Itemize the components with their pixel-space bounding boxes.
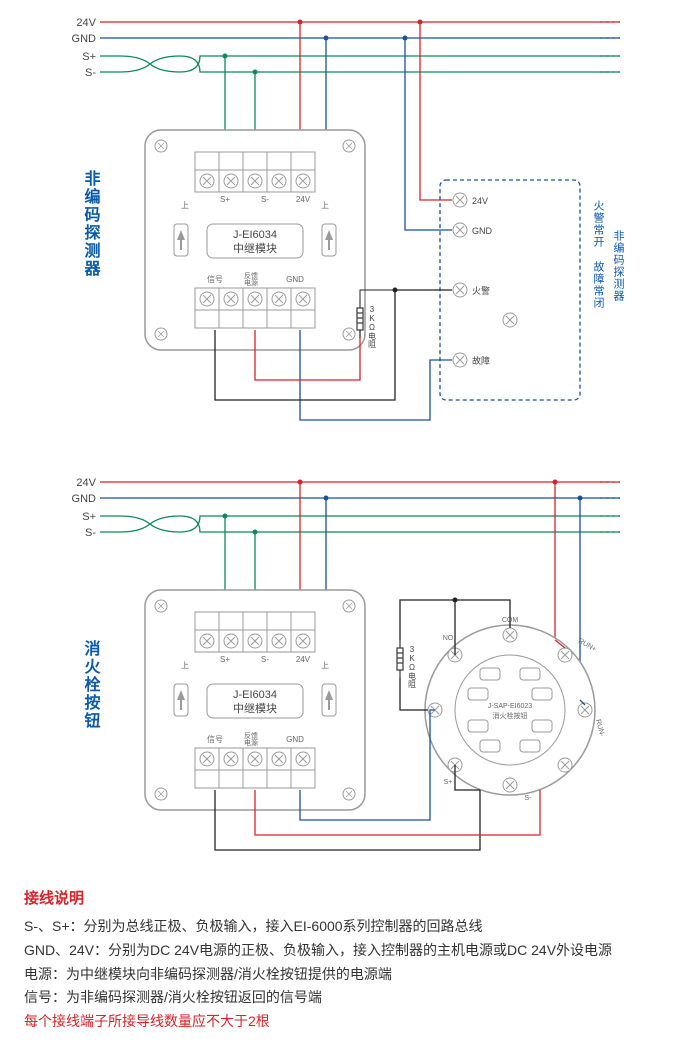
module1-title: J-EI6034 — [233, 229, 277, 241]
bus1-sm-label: S- — [85, 67, 96, 79]
module2-subtitle: 中继模块 — [233, 702, 277, 715]
notes-line-2: 电源：为中继模块向非编码探测器/消火栓按钮提供的电源端 — [24, 963, 644, 987]
svg-text:24V: 24V — [296, 195, 311, 204]
resistor2-label: 3KΩ电阻 — [408, 645, 417, 689]
button-subtitle: 消火栓按钮 — [493, 711, 528, 720]
svg-text:S-: S- — [261, 655, 269, 664]
svg-text:GND: GND — [286, 735, 304, 744]
svg-text:GND: GND — [472, 226, 493, 236]
svg-text:上: 上 — [181, 661, 189, 670]
svg-text:24V: 24V — [472, 196, 488, 206]
module1-subtitle: 中继模块 — [233, 242, 277, 255]
svg-text:上: 上 — [321, 201, 329, 210]
notes-line-3: 信号：为非编码探测器/消火栓按钮返回的信号端 — [24, 986, 644, 1010]
notes-line-0: S-、S+：分别为总线正极、负极输入，接入EI-6000系列控制器的回路总线 — [24, 915, 644, 939]
notes-line-1: GND、24V：分别为DC 24V电源的正极、负极输入，接入控制器的主机电源或D… — [24, 939, 644, 963]
svg-text:反馈: 反馈 — [244, 271, 258, 280]
svg-text:电源: 电源 — [244, 738, 258, 747]
svg-text:S-: S- — [261, 195, 269, 204]
notes: 接线说明 S-、S+：分别为总线正极、负极输入，接入EI-6000系列控制器的回… — [24, 886, 644, 1034]
bus-1: 24V GND S+ S- — [72, 17, 620, 79]
bus1-24v-label: 24V — [76, 17, 96, 29]
svg-text:S-: S- — [525, 795, 533, 802]
module-2: S+ S- 24V 上 上 J-EI6034 中继模块 信号 反馈电源 GND — [145, 590, 365, 810]
detector1-side: 火警常开 故障常闭 — [592, 200, 605, 309]
button-title: J-SAP-EI6023 — [488, 703, 532, 710]
notes-title: 接线说明 — [24, 886, 644, 912]
svg-text:上: 上 — [321, 661, 329, 670]
svg-text:电源: 电源 — [244, 278, 258, 287]
svg-text:S+: S+ — [220, 655, 230, 664]
svg-text:S-: S- — [85, 527, 96, 539]
svg-text:S+: S+ — [220, 195, 230, 204]
svg-text:故障: 故障 — [472, 355, 490, 366]
bus1-sp-label: S+ — [82, 51, 96, 63]
resistor1-label: 3KΩ电阻 — [368, 305, 377, 349]
notes-warn: 每个接线端子所接导线数量应不大于2根 — [24, 1010, 644, 1034]
svg-text:RUN-: RUN- — [594, 719, 605, 738]
bus1-gnd-label: GND — [72, 33, 97, 45]
svg-text:上: 上 — [181, 201, 189, 210]
module2-title: J-EI6034 — [233, 689, 277, 701]
svg-text:反馈: 反馈 — [244, 731, 258, 740]
detector-1: 24V GND 火警 故障 火警常开 故障常闭 非编码探测器 — [440, 180, 625, 400]
section2-label: 消火栓按钮 — [82, 639, 101, 730]
module-1: S+ S- 24V 上 上 J-EI6034 中继模块 信号 反馈电源 GND — [145, 130, 365, 350]
svg-text:信号: 信号 — [207, 734, 223, 744]
svg-text:火警: 火警 — [472, 285, 490, 296]
svg-text:S+: S+ — [444, 779, 453, 786]
svg-text:S+: S+ — [82, 511, 96, 523]
svg-text:24V: 24V — [296, 655, 311, 664]
hydrant-button: J-SAP-EI6023 消火栓按钮 NO COM RUN+ RUN- S- S… — [425, 617, 606, 802]
svg-text:信号: 信号 — [207, 274, 223, 284]
detector1-title: 非编码探测器 — [612, 230, 625, 302]
bus-2: 24V GND S+ S- — [72, 477, 620, 539]
svg-text:GND: GND — [72, 493, 97, 505]
section1-label: 非编码探测器 — [82, 169, 102, 278]
svg-text:GND: GND — [286, 275, 304, 284]
svg-text:NO: NO — [443, 635, 454, 642]
svg-text:24V: 24V — [76, 477, 96, 489]
